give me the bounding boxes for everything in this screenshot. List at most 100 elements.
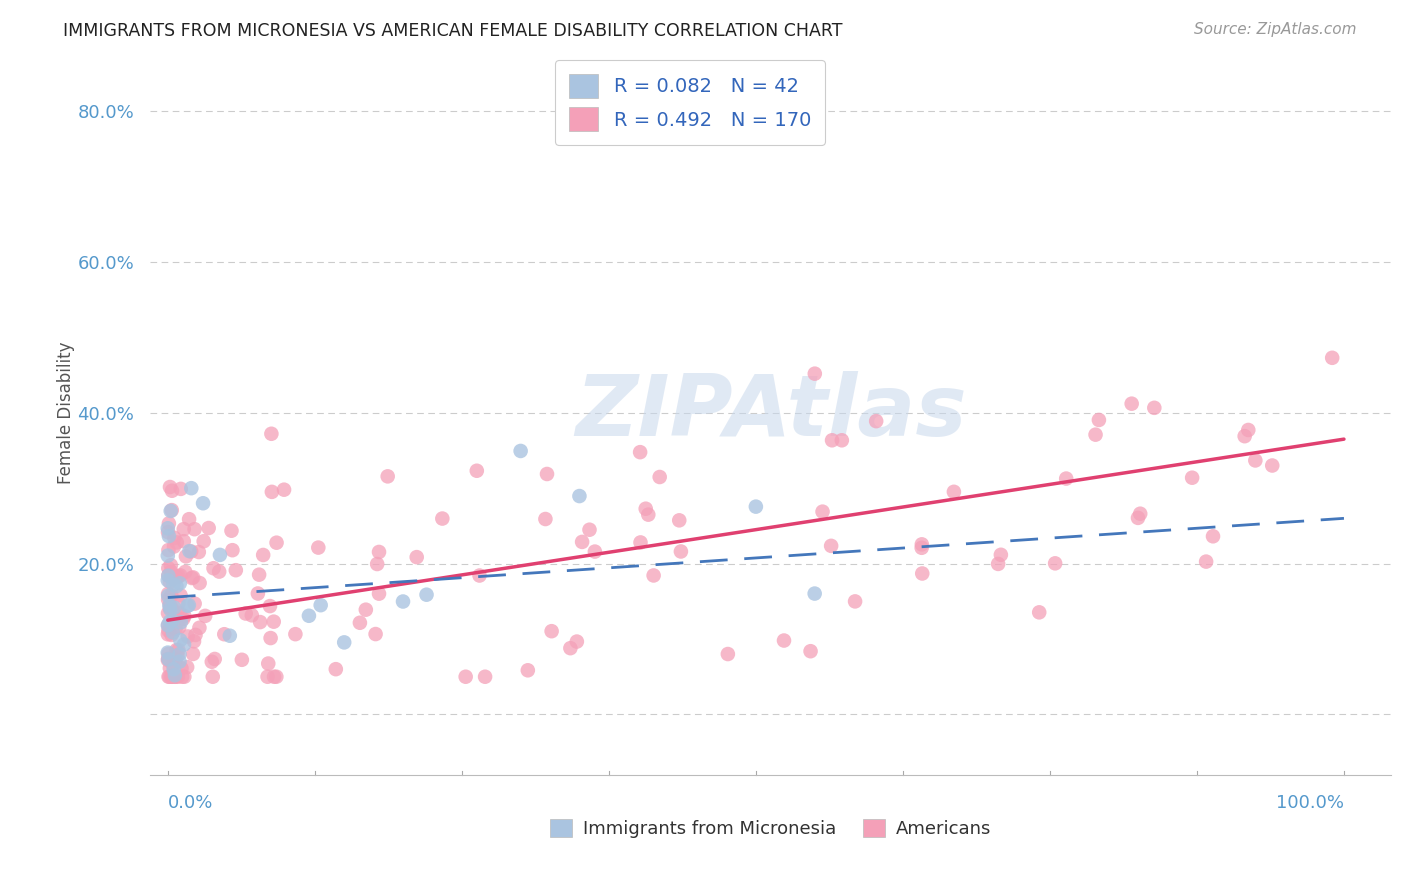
Point xyxy=(221,543,243,558)
Point xyxy=(162,670,184,684)
Point xyxy=(157,529,180,543)
Point xyxy=(474,670,496,684)
Point xyxy=(1126,511,1149,525)
Point xyxy=(163,540,186,554)
Point xyxy=(173,534,195,549)
Point xyxy=(865,414,887,428)
Point xyxy=(1202,529,1225,543)
Point xyxy=(167,670,190,684)
Text: IMMIGRANTS FROM MICRONESIA VS AMERICAN FEMALE DISABILITY CORRELATION CHART: IMMIGRANTS FROM MICRONESIA VS AMERICAN F… xyxy=(63,22,842,40)
Point xyxy=(187,545,209,559)
Point xyxy=(201,670,224,684)
Point xyxy=(202,561,225,575)
Point xyxy=(628,445,651,459)
Point xyxy=(160,558,183,573)
Point xyxy=(163,662,186,676)
Point xyxy=(166,648,188,663)
Point xyxy=(468,568,491,582)
Point xyxy=(231,653,253,667)
Point xyxy=(354,603,377,617)
Point xyxy=(368,587,391,601)
Point xyxy=(159,480,181,494)
Point xyxy=(157,568,180,582)
Point xyxy=(811,505,834,519)
Point xyxy=(180,481,202,495)
Point xyxy=(197,521,219,535)
Point xyxy=(987,557,1010,571)
Point xyxy=(170,615,193,630)
Point xyxy=(368,545,391,559)
Point xyxy=(263,615,285,629)
Point xyxy=(432,511,454,525)
Point xyxy=(1129,507,1152,521)
Point xyxy=(1244,453,1267,467)
Point xyxy=(333,635,356,649)
Point xyxy=(201,655,224,669)
Point xyxy=(1043,557,1066,571)
Point xyxy=(157,599,180,613)
Point xyxy=(1237,423,1260,437)
Point xyxy=(252,548,274,562)
Point xyxy=(160,670,183,684)
Point xyxy=(157,543,180,558)
Point xyxy=(176,599,198,613)
Point xyxy=(565,634,588,648)
Text: 100.0%: 100.0% xyxy=(1277,794,1344,812)
Point xyxy=(157,652,180,666)
Point xyxy=(173,638,195,652)
Point xyxy=(266,535,288,549)
Text: Source: ZipAtlas.com: Source: ZipAtlas.com xyxy=(1194,22,1357,37)
Point xyxy=(803,586,825,600)
Point xyxy=(160,565,183,579)
Point xyxy=(256,670,278,684)
Point xyxy=(583,544,606,558)
Point xyxy=(415,588,437,602)
Point xyxy=(260,484,283,499)
Point xyxy=(225,563,247,577)
Point xyxy=(162,625,184,640)
Point xyxy=(167,596,190,610)
Point xyxy=(157,561,180,575)
Point xyxy=(174,565,197,579)
Point xyxy=(630,535,652,549)
Point xyxy=(162,577,184,591)
Point xyxy=(188,621,211,635)
Point xyxy=(157,624,180,638)
Point xyxy=(218,629,240,643)
Point xyxy=(167,620,190,634)
Point xyxy=(157,618,180,632)
Point xyxy=(156,618,179,632)
Point xyxy=(634,501,657,516)
Point xyxy=(166,570,188,584)
Point xyxy=(911,566,934,581)
Point xyxy=(160,570,183,584)
Point xyxy=(169,588,191,602)
Point xyxy=(156,646,179,660)
Point xyxy=(163,668,186,682)
Point xyxy=(169,606,191,620)
Point xyxy=(942,484,965,499)
Point xyxy=(534,512,557,526)
Point xyxy=(156,574,179,588)
Point xyxy=(156,627,179,641)
Point xyxy=(159,601,181,615)
Point xyxy=(193,534,215,549)
Point xyxy=(157,647,180,661)
Point xyxy=(177,630,200,644)
Point xyxy=(844,594,866,608)
Point xyxy=(578,523,600,537)
Point xyxy=(156,653,179,667)
Point xyxy=(159,602,181,616)
Point xyxy=(169,576,191,591)
Point xyxy=(325,662,347,676)
Point xyxy=(1084,427,1107,442)
Point xyxy=(174,549,197,564)
Point xyxy=(273,483,295,497)
Point xyxy=(157,516,180,531)
Point xyxy=(156,525,179,540)
Point xyxy=(240,608,263,623)
Point xyxy=(156,606,179,620)
Point xyxy=(1261,458,1284,473)
Point xyxy=(183,597,205,611)
Point xyxy=(405,550,427,565)
